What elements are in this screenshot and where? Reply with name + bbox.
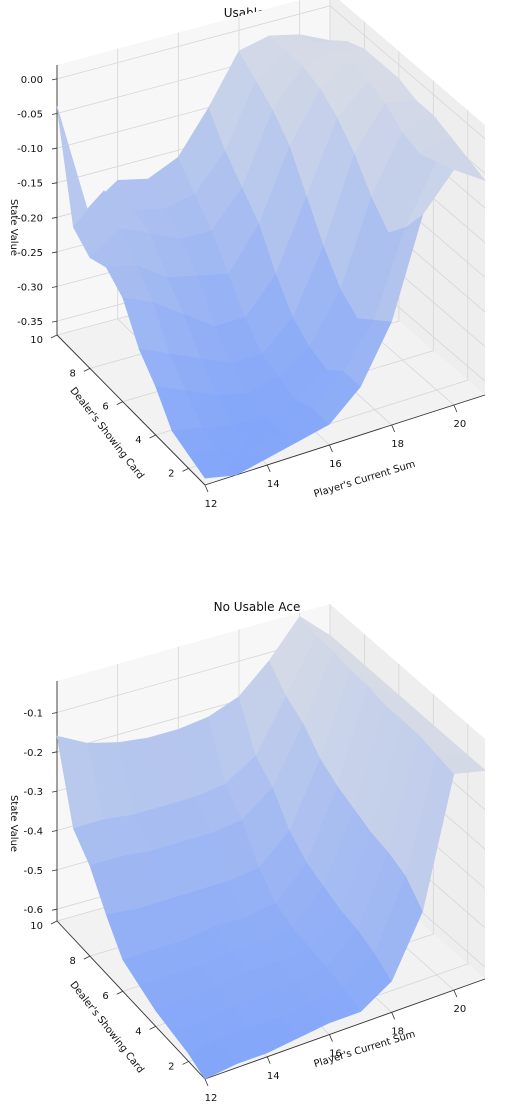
x-tick-mark xyxy=(453,404,458,413)
x-tick-label: 14 xyxy=(267,479,280,490)
y-tick-label: 6 xyxy=(102,402,108,413)
x-tick-label: 20 xyxy=(454,1004,467,1015)
y-tick-label: 6 xyxy=(102,991,108,1002)
y-tick-label: 10 xyxy=(30,921,43,932)
z-tick-mark xyxy=(51,182,58,185)
surface-plot: 12 14 16 18 20 2 4 6 8 10 -0.1 -0.2 -0.3 -0.4 -0.5 -0.6 xyxy=(23,604,486,1104)
z-tick-label: -0.10 xyxy=(17,144,43,155)
y-tick-label: 4 xyxy=(135,1026,141,1037)
y-tick-mark xyxy=(116,401,123,406)
x-tick-mark xyxy=(329,444,333,453)
chart-no-usable-ace: No Usable Ace 12 14 16 18 20 2 4 6 8 10 -0.1 -0.2 -0… xyxy=(0,594,514,1117)
y-tick-mark xyxy=(83,955,91,960)
x-tick-label: 12 xyxy=(205,1093,218,1104)
chart-usable-ace: Usable Ace 12141618202468100.00-0.05-0.1… xyxy=(8,0,486,510)
z-tick-label: -0.30 xyxy=(17,283,43,294)
x-tick-label: 20 xyxy=(454,419,467,430)
z-tick-mark xyxy=(51,216,58,219)
y-tick-mark xyxy=(149,434,156,439)
z-tick-label: -0.25 xyxy=(17,248,43,259)
z-tick-label: -0.5 xyxy=(23,866,43,877)
z-tick-mark xyxy=(51,251,58,254)
z-tick-mark xyxy=(51,286,58,288)
x-tick-mark xyxy=(453,989,458,998)
y-tick-label: 10 xyxy=(30,335,43,346)
z-tick-mark xyxy=(51,147,58,150)
y-tick-mark xyxy=(182,1061,189,1065)
z-tick-mark xyxy=(51,712,58,714)
y-tick-mark xyxy=(50,920,58,925)
x-tick-mark xyxy=(266,1056,271,1064)
x-tick-label: 16 xyxy=(329,459,342,470)
z-tick-label: -0.1 xyxy=(23,708,43,719)
y-tick-mark xyxy=(50,334,58,339)
z-tick-mark xyxy=(51,113,58,115)
z-tick-mark xyxy=(51,751,58,754)
x-tick-mark xyxy=(204,484,209,493)
x-tick-mark xyxy=(391,1012,396,1020)
z-tick-mark xyxy=(51,78,58,81)
z-tick-label: -0.35 xyxy=(17,317,43,328)
chart-title: No Usable Ace xyxy=(213,600,301,614)
z-tick-mark xyxy=(51,908,58,911)
z-axis-label: State Value xyxy=(8,794,20,853)
z-axis-label: State Value xyxy=(8,198,20,257)
x-tick-mark xyxy=(204,1078,209,1087)
z-tick-label: -0.20 xyxy=(17,213,43,224)
z-tick-mark xyxy=(51,830,58,832)
x-axis-line xyxy=(204,394,486,486)
x-tick-label: 12 xyxy=(205,499,218,510)
z-tick-mark xyxy=(51,320,58,323)
z-tick-label: -0.4 xyxy=(23,827,43,838)
surface-facet xyxy=(435,158,486,182)
x-tick-mark xyxy=(266,464,271,473)
y-tick-label: 4 xyxy=(135,435,141,446)
z-tick-label: -0.6 xyxy=(23,905,43,916)
z-tick-label: -0.05 xyxy=(17,109,43,120)
z-tick-label: -0.2 xyxy=(23,748,43,759)
y-tick-mark xyxy=(149,1025,156,1030)
y-tick-mark xyxy=(83,367,91,372)
surface-facet xyxy=(436,754,486,775)
x-tick-label: 14 xyxy=(267,1071,280,1082)
x-axis-line xyxy=(204,978,486,1080)
z-tick-mark xyxy=(51,869,58,872)
x-tick-label: 18 xyxy=(391,1026,404,1037)
y-tick-mark xyxy=(182,467,189,472)
y-tick-label: 8 xyxy=(70,956,76,967)
y-axis-line xyxy=(56,334,206,486)
y-tick-label: 2 xyxy=(168,1061,174,1072)
z-tick-label: -0.15 xyxy=(17,179,43,190)
x-tick-label: 18 xyxy=(391,439,404,450)
z-tick-label: -0.3 xyxy=(23,787,43,798)
x-tick-label: 16 xyxy=(329,1049,342,1060)
y-axis-line xyxy=(56,920,206,1080)
gridline xyxy=(56,5,486,140)
y-tick-label: 2 xyxy=(168,468,174,479)
y-tick-mark xyxy=(116,990,123,995)
surface-plot: 12 14 16 18 20 2 4 6 8 10 0.00 -0.05 -0.10 -0.15 -0.20… xyxy=(17,0,486,510)
y-tick-label: 8 xyxy=(70,368,76,379)
x-tick-mark xyxy=(329,1034,333,1042)
z-tick-mark xyxy=(51,790,58,793)
x-tick-mark xyxy=(391,424,396,433)
z-tick-label: 0.00 xyxy=(21,75,43,86)
